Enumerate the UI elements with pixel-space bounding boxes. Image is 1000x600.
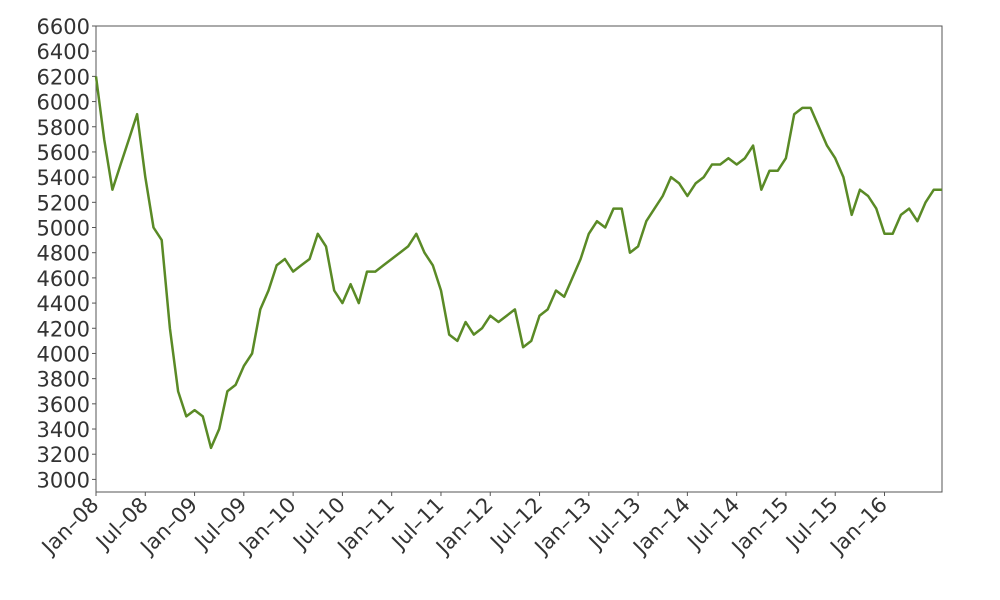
y-tick-label: 4800 <box>37 242 90 266</box>
line <box>94 76 942 450</box>
y-tick-label: 5800 <box>37 116 90 140</box>
y-tick-label: 3400 <box>37 418 90 442</box>
y-tick-label: 4000 <box>37 342 90 366</box>
x-tick-label: Jan–08 <box>36 493 104 561</box>
y-tick-label: 3000 <box>37 468 90 492</box>
plot-frame <box>95 25 943 493</box>
y-tick-label: 5400 <box>37 166 90 190</box>
y-tick-label: 5200 <box>37 191 90 215</box>
y-tick-label: 6400 <box>37 40 90 64</box>
y-tick-label: 6600 <box>37 15 90 39</box>
y-tick-label: 6000 <box>37 91 90 115</box>
y-tick-label: 4600 <box>37 267 90 291</box>
y-tick-label: 3800 <box>37 368 90 392</box>
y-tick-label: 5000 <box>37 217 90 241</box>
y-tick-label: 5600 <box>37 141 90 165</box>
y-tick-label: 4200 <box>37 317 90 341</box>
y-tick-label: 6200 <box>37 65 90 89</box>
y-tick-label: 3200 <box>37 443 90 467</box>
y-tick-label: 3600 <box>37 393 90 417</box>
y-tick-label: 4400 <box>37 292 90 316</box>
